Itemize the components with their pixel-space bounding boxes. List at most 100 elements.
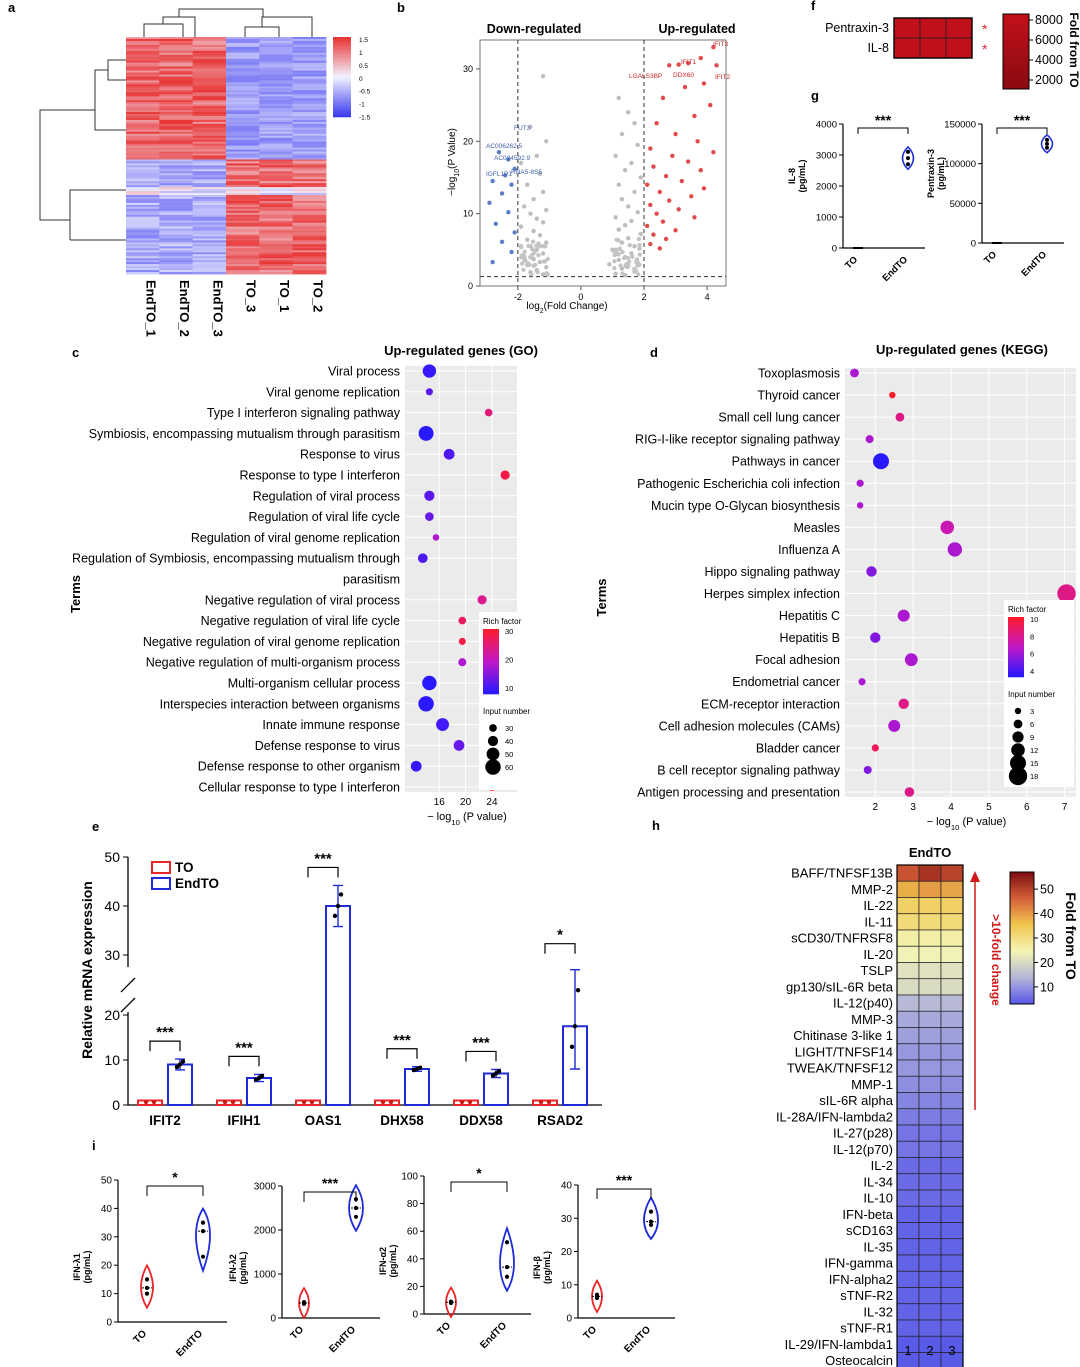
heatmap-cell (159, 177, 194, 180)
heatmap-cell (292, 139, 327, 143)
heatmap-cell (940, 1108, 964, 1126)
term-label: B cell receptor signaling pathway (657, 763, 840, 777)
heatmap-cell (192, 74, 227, 77)
heatmap-cell (259, 145, 294, 148)
heatmap-cell (292, 258, 327, 261)
heatmap-cell (259, 198, 294, 202)
heatmap-cell (192, 88, 227, 91)
heatmap-cell (259, 179, 294, 182)
y-tick-label: 50 (101, 1176, 113, 1187)
heatmap-cell (192, 175, 227, 178)
to-violin-point (144, 1291, 150, 1296)
heatmap-cell (940, 1043, 964, 1061)
heatmap-cell (192, 254, 227, 257)
row-label: sTNF-R1 (840, 1321, 893, 1336)
term-label: Thyroid cancer (757, 389, 840, 403)
heatmap-cell (192, 262, 227, 265)
row-label: IL-35 (863, 1239, 893, 1254)
endto-point (496, 1069, 502, 1074)
heatmap-cell (159, 242, 194, 245)
heatmap-cell (259, 74, 294, 77)
heatmap-cell (896, 945, 920, 963)
heatmap-cell (192, 104, 227, 107)
ns-point (625, 256, 631, 261)
colorbar-step (1010, 940, 1034, 943)
y-tick-label: 20 (101, 1261, 113, 1272)
heatmap-cell (226, 119, 260, 123)
heatmap-cell (192, 155, 227, 158)
heatmap-cell (292, 114, 327, 117)
colorbar-step (1010, 874, 1034, 877)
heatmap-cell (259, 143, 294, 147)
legend-gradient-step (333, 57, 351, 60)
y-tick-label: 10 (463, 209, 473, 219)
heatmap-cell (192, 252, 227, 255)
endto-point (1045, 145, 1049, 150)
category-label: DHX58 (380, 1113, 424, 1128)
colorbar-step (1003, 46, 1029, 50)
y-tick-label: 100 (401, 1172, 418, 1183)
heatmap-cell (159, 123, 194, 127)
heatmap-cell (159, 185, 194, 188)
heatmap-cell (159, 216, 194, 220)
heatmap-cell (159, 133, 194, 137)
bar-to (216, 1099, 242, 1106)
axis-label-part: −log (447, 177, 458, 196)
heatmap-cell (159, 218, 194, 222)
heatmap-cell (259, 187, 294, 190)
heatmap-cell (893, 17, 921, 39)
heatmap-cell (259, 208, 294, 212)
heatmap-cell (192, 135, 227, 139)
colorbar-step (1003, 41, 1029, 45)
heatmap-cell (126, 238, 160, 241)
heatmap-cell (126, 145, 160, 148)
heatmap-cell (918, 1124, 942, 1142)
term-label: Hepatitis B (780, 631, 840, 645)
heatmap-cell (896, 1124, 920, 1142)
legend-gradient-step (483, 691, 499, 695)
heatmap-cell (259, 100, 294, 103)
ns-point (534, 153, 539, 158)
heatmap-cell (192, 72, 227, 75)
heatmap-cell (126, 204, 160, 208)
heatmap-cell (292, 72, 327, 75)
bubble-point (898, 698, 909, 709)
heatmap-cell (159, 145, 194, 148)
to-point (380, 1099, 386, 1105)
heatmap-cell (292, 230, 327, 233)
heatmap-cell (896, 1173, 920, 1191)
heatmap-cell (940, 945, 964, 963)
bar-to (532, 1099, 558, 1106)
term-label: Focal adhesion (755, 653, 840, 667)
y-axis-unit: (pg/mL) (936, 157, 946, 190)
up-point (701, 186, 707, 191)
legend-gradient-step (333, 37, 351, 40)
heatmap-cell (192, 226, 227, 229)
sample-label-to_3: TO_3 (244, 280, 259, 312)
heatmap-cell (159, 108, 194, 111)
heatmap-cell (126, 191, 160, 194)
bar-endto (325, 905, 351, 1106)
heatmap-cell (918, 1303, 942, 1321)
to-violin (591, 1279, 603, 1314)
ns-point (626, 236, 631, 241)
ns-point (622, 223, 628, 228)
term-label: Regulation of viral life cycle (249, 510, 401, 524)
x-tick-label: 2 (873, 802, 879, 813)
heatmap-cell (918, 978, 942, 996)
heatmap-cell (226, 260, 260, 263)
heatmap-cell (192, 112, 227, 115)
heatmap-cell (226, 272, 260, 275)
heatmap-cell (126, 171, 160, 174)
heatmap-cell (259, 212, 294, 216)
heatmap-cell (226, 135, 260, 139)
heatmap-cell (226, 224, 260, 227)
bubble-point (1057, 584, 1076, 603)
heatmap-cell (159, 206, 194, 210)
colorbar-step (1010, 942, 1034, 945)
legend-gradient-step (1008, 629, 1024, 632)
heatmap-cell (159, 104, 194, 107)
ns-point (522, 249, 527, 254)
heatmap-cell (259, 66, 294, 69)
heatmap-cell (126, 106, 160, 109)
